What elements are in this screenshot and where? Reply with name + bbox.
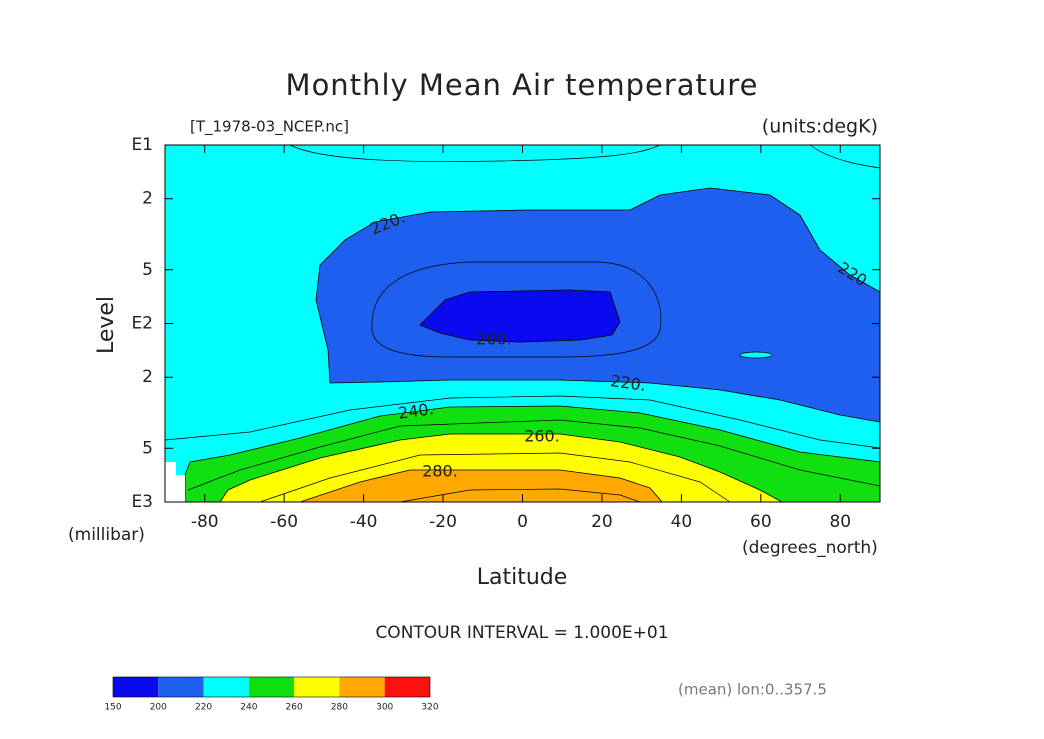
band-fill — [419, 289, 621, 343]
colorbar-label: 200 — [150, 703, 167, 713]
file-label: [T_1978-03_NCEP.nc] — [190, 118, 349, 137]
x-tick-label: 20 — [591, 512, 613, 532]
x-axis-label: Latitude — [477, 565, 568, 590]
colorbar-label: 260 — [286, 703, 303, 713]
y-tick-label: E2 — [131, 314, 153, 334]
y-tick-label: 5 — [142, 260, 153, 280]
y-tick-label: 2 — [142, 367, 153, 387]
colorbar-label: 220 — [195, 703, 212, 713]
x-tick-label: -40 — [350, 512, 378, 532]
contour-line — [371, 261, 662, 358]
colorbar-box — [203, 677, 249, 697]
colorbar-box — [339, 677, 385, 697]
x-tick-label: 40 — [671, 512, 693, 532]
colorbar-box — [158, 677, 204, 697]
contour-line — [259, 452, 731, 503]
contour-interval: CONTOUR INTERVAL = 1.000E+01 — [375, 623, 668, 643]
colorbar-frame — [112, 676, 431, 698]
contour-line — [809, 144, 881, 169]
x-tick-label: -60 — [270, 512, 298, 532]
colorbar-label: 280 — [331, 703, 348, 713]
colorbar-box — [113, 677, 159, 697]
contour-line — [164, 395, 881, 449]
contour-label: 200. — [476, 330, 512, 349]
missing — [165, 462, 185, 502]
band-fill — [739, 351, 773, 359]
colorbar-label: 150 — [104, 703, 121, 713]
y-tick-label: 5 — [142, 438, 153, 458]
x-tick-label: -80 — [191, 512, 219, 532]
x-unit: (degrees_north) — [742, 538, 878, 558]
chart-title: Monthly Mean Air temperature — [286, 68, 759, 102]
x-tick-label: 60 — [750, 512, 772, 532]
contour-label: 220. — [609, 371, 647, 395]
y-tick-label: E1 — [131, 135, 153, 155]
contour-label: 260. — [524, 427, 560, 446]
y-unit: (millibar) — [68, 525, 145, 545]
colorbar-box — [294, 677, 340, 697]
colorbar-box — [248, 677, 295, 697]
colorbar-label: 300 — [376, 703, 393, 713]
colorbar-label: 240 — [240, 703, 257, 713]
band-fill — [299, 469, 663, 503]
contour-line — [399, 488, 641, 503]
x-tick-label: -20 — [429, 512, 457, 532]
contour-label: 280. — [422, 462, 458, 481]
colorbar-label: 320 — [421, 703, 438, 713]
y-tick-label: E3 — [131, 492, 153, 512]
contour-line — [187, 419, 881, 491]
y-tick-label: 2 — [142, 189, 153, 209]
x-tick-label: 0 — [517, 512, 528, 532]
footer: (mean) lon:0..357.5 — [678, 681, 827, 699]
contour-line — [289, 144, 661, 162]
y-axis-label: Level — [94, 296, 119, 354]
colorbar-box — [384, 677, 430, 697]
units-label: (units:degK) — [762, 116, 878, 138]
contour-label: 240. — [397, 399, 435, 423]
x-tick-label: 80 — [829, 512, 851, 532]
